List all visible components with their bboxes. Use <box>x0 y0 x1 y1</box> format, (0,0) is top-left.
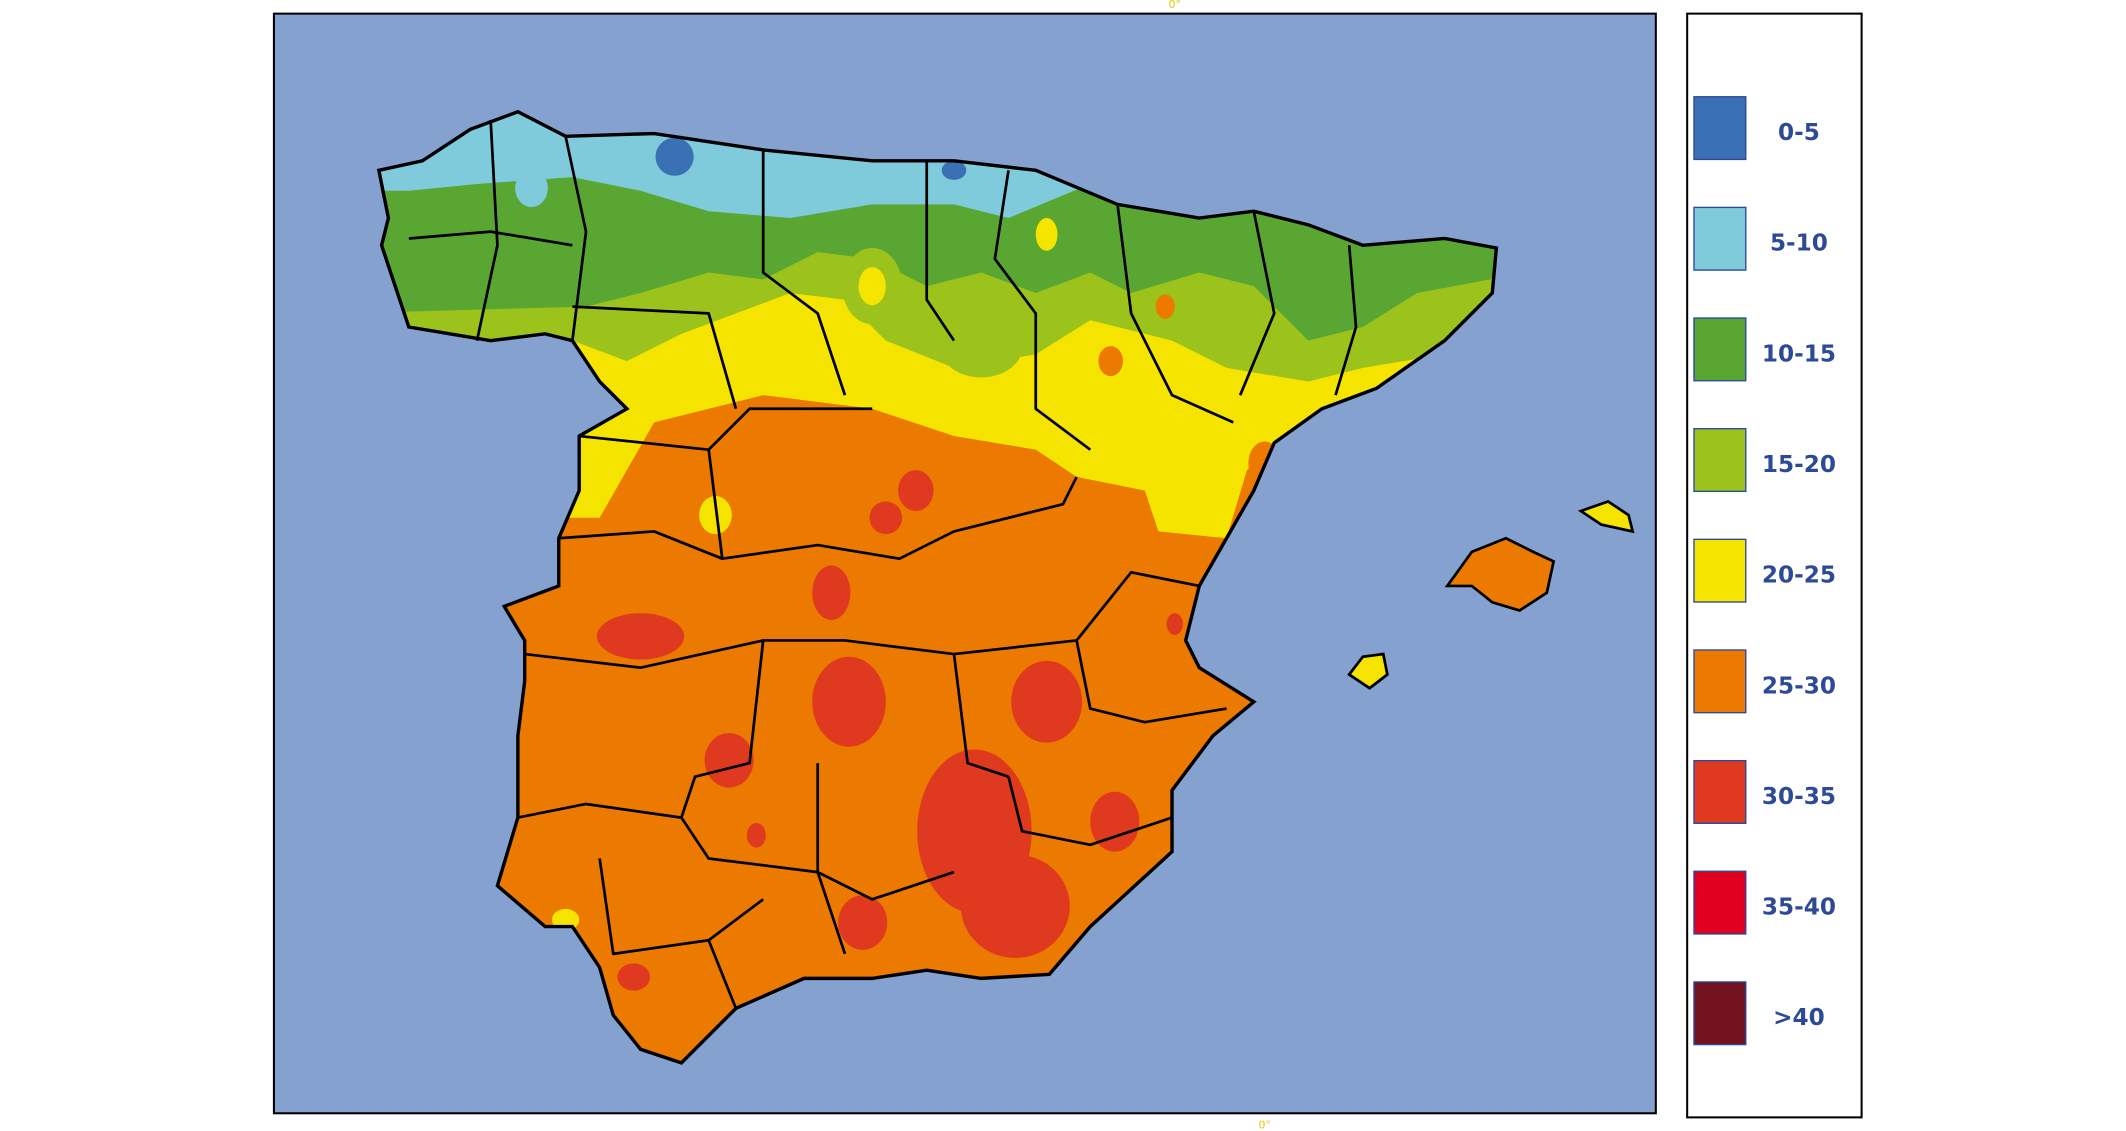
zone-20-25 <box>1035 218 1058 251</box>
province-borders <box>408 119 1358 1009</box>
legend-label: 25-30 <box>1762 673 1836 699</box>
legend-swatch <box>1693 981 1747 1046</box>
zone-30-35 <box>596 613 685 660</box>
legend-label: >40 <box>1773 1005 1825 1031</box>
zone-30-35 <box>898 470 934 511</box>
zone-30-35 <box>1011 660 1083 743</box>
zone-5-10 <box>515 168 548 208</box>
zone-30-35 <box>838 895 888 950</box>
top-label: 0° <box>1169 0 1181 11</box>
legend-swatch <box>1693 317 1747 382</box>
zone-20-25 <box>858 267 886 306</box>
legend-swatch <box>1693 870 1747 935</box>
legend-label: 35-40 <box>1762 895 1836 921</box>
legend-label: 0-5 <box>1778 120 1820 146</box>
legend-swatch <box>1693 649 1747 714</box>
zone-30-35 <box>617 963 651 991</box>
ibiza <box>1347 652 1389 690</box>
zone-0-5 <box>941 160 967 180</box>
zone-30-35 <box>704 733 754 788</box>
zone-30-35 <box>960 854 1070 958</box>
legend-swatch <box>1693 428 1747 493</box>
legend-label: 30-35 <box>1762 784 1836 810</box>
zone-30-35 <box>869 501 903 535</box>
zone-25-30 <box>1098 346 1123 377</box>
legend-swatch <box>1693 96 1747 161</box>
zone-0-5 <box>655 137 694 176</box>
zone-30-35 <box>1166 613 1183 635</box>
legend-swatch <box>1693 759 1747 824</box>
zone-25-30 <box>1155 294 1175 319</box>
zone-30-35 <box>812 565 851 621</box>
bottom-label: 0° <box>1259 1118 1271 1131</box>
legend-swatch <box>1693 538 1747 603</box>
legend-label: 15-20 <box>1762 452 1836 478</box>
zone-30-35 <box>1090 791 1140 852</box>
menorca <box>1577 499 1635 534</box>
legend: 0-5 5-10 10-15 15-20 20-25 25-30 30-35 35-40 >40 <box>1693 96 1836 1046</box>
balearic-islands <box>1347 499 1635 690</box>
mallorca <box>1444 536 1556 612</box>
zone-15-20 <box>940 317 1023 378</box>
zone-30-35 <box>812 656 886 747</box>
legend-label: 5-10 <box>1770 231 1828 257</box>
legend-label: 20-25 <box>1762 563 1836 589</box>
legend-swatch <box>1693 206 1747 271</box>
legend-label: 10-15 <box>1762 341 1836 367</box>
zone-30-35 <box>746 823 766 848</box>
